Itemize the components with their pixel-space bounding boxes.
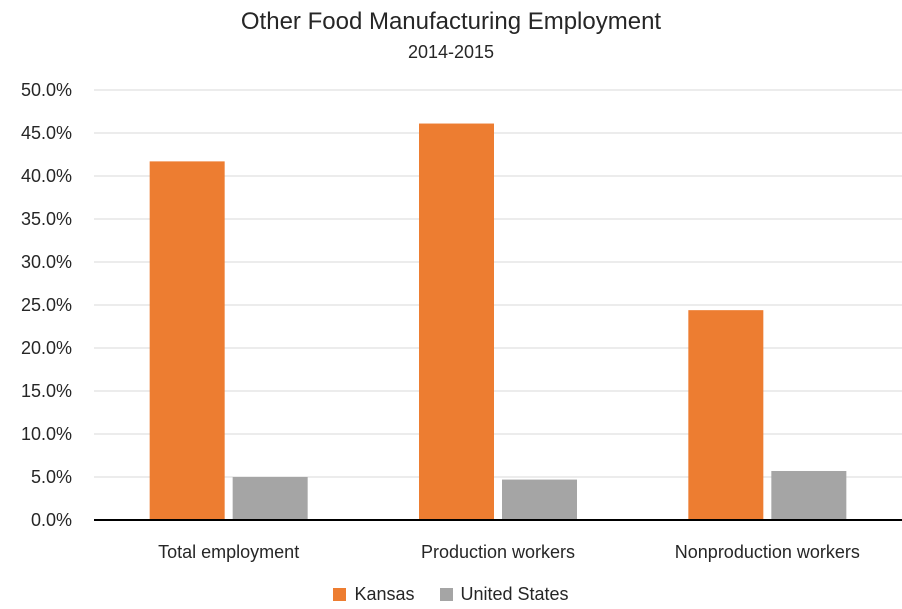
chart-title: Other Food Manufacturing Employment [240, 8, 662, 35]
y-tick-label: 50.0% [21, 80, 72, 100]
y-tick-label: 15.0% [21, 381, 72, 401]
y-tick-label: 20.0% [21, 338, 72, 358]
legend-swatch-kansas [333, 588, 347, 601]
y-tick-label: 40.0% [21, 166, 72, 186]
legend-item-united-states: United States [439, 584, 569, 605]
legend-label-united-states: United States [460, 584, 569, 604]
y-tick-label: 45.0% [21, 123, 72, 143]
bar-kansas [149, 161, 225, 520]
y-tick-label: 0.0% [31, 510, 72, 530]
bar-kansas [688, 310, 764, 520]
y-tick-label: 35.0% [21, 209, 72, 229]
bar-united-states [232, 477, 308, 520]
bar-kansas [419, 123, 494, 520]
y-tick-label: 5.0% [31, 467, 72, 487]
legend: Kansas United States [0, 584, 902, 606]
legend-swatch-united-states [439, 588, 453, 601]
bar-united-states [502, 479, 577, 520]
x-tick-label: Total employment [158, 542, 299, 562]
x-tick-label: Production workers [421, 542, 575, 562]
bar-united-states [771, 470, 847, 520]
legend-label-kansas: Kansas [354, 584, 415, 604]
legend-item-kansas: Kansas [333, 584, 414, 605]
chart-subtitle: 2014-2015 [407, 42, 495, 62]
y-tick-label: 25.0% [21, 295, 72, 315]
y-tick-label: 10.0% [21, 424, 72, 444]
x-tick-label: Nonproduction workers [675, 542, 860, 562]
y-tick-label: 30.0% [21, 252, 72, 272]
